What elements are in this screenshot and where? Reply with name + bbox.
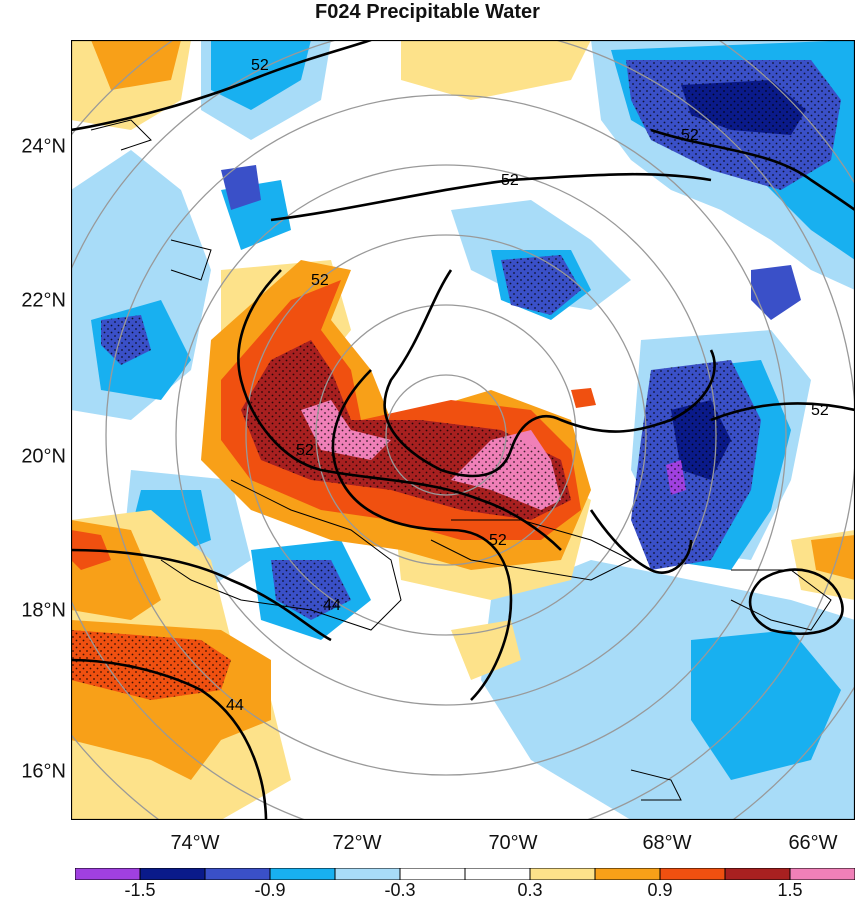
coastlines: [90, 119, 832, 801]
colorbar-label: 1.5: [777, 880, 803, 900]
colorbar-label: -0.3: [384, 880, 416, 900]
colorbar-swatch: [399, 868, 466, 880]
colorbar-label: 0.9: [647, 880, 673, 900]
map-panel: 52 52 52 52 52 52 52 44 44: [71, 40, 855, 820]
colorbar-swatch: [789, 868, 855, 880]
range-rings: [71, 40, 855, 820]
lat-label-16n: 16°N: [21, 760, 66, 783]
colorbar-label: 0.3: [517, 880, 543, 900]
colorbar-swatch: [204, 868, 271, 880]
contour-lines: [71, 40, 855, 820]
contour-label: 52: [811, 402, 829, 419]
lat-label-24n: 24°N: [21, 135, 66, 158]
lat-label-22n: 22°N: [21, 289, 66, 312]
colorbar: [75, 868, 855, 880]
colorbar-swatch: [594, 868, 661, 880]
colorbar-swatch: [529, 868, 596, 880]
colorbar-swatch: [75, 868, 141, 880]
lon-label-70w: 70°W: [488, 832, 538, 854]
contour-labels: 52 52 52 52 52 52 52 44 44: [226, 57, 829, 714]
colorbar-swatch: [269, 868, 336, 880]
contour-label: 52: [251, 57, 269, 74]
colorbar-swatch: [139, 868, 206, 880]
contour-label: 44: [323, 597, 341, 614]
lon-label-68w: 68°W: [642, 832, 692, 854]
colorbar-swatch: [724, 868, 791, 880]
colorbar-label: -0.9: [254, 880, 286, 900]
contour-label: 44: [226, 697, 244, 714]
contour-label: 52: [501, 172, 519, 189]
colorbar-swatch: [659, 868, 726, 880]
lat-label-18n: 18°N: [21, 599, 66, 622]
precipitable-water-map: 52 52 52 52 52 52 52 44 44: [71, 40, 855, 820]
contour-label: 52: [681, 127, 699, 144]
contour-label: 52: [311, 272, 329, 289]
colorbar-swatch: [464, 868, 531, 880]
map-title: F024 Precipitable Water: [315, 1, 540, 23]
lat-label-20n: 20°N: [21, 445, 66, 468]
contour-label: 52: [489, 532, 507, 549]
lon-label-74w: 74°W: [170, 832, 220, 854]
contour-label: 52: [296, 442, 314, 459]
colorbar-label: -1.5: [124, 880, 156, 900]
lon-label-66w: 66°W: [788, 832, 838, 854]
lon-label-72w: 72°W: [332, 832, 382, 854]
colorbar-swatch: [334, 868, 401, 880]
